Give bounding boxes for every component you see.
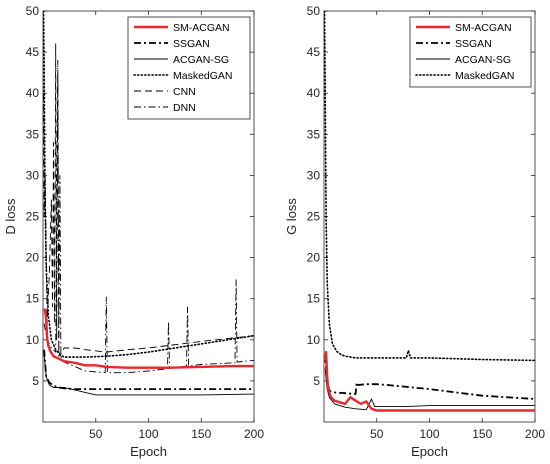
legend-label: SM-ACGAN: [173, 22, 230, 34]
legend-label: DNN: [173, 102, 196, 114]
legend-label: SSGAN: [455, 38, 492, 50]
y-tick-label: 25: [26, 210, 40, 224]
y-tick-label: 5: [32, 374, 39, 388]
y-tick-label: 10: [307, 333, 321, 347]
series-line-cnn: [43, 43, 254, 357]
y-tick-label: 45: [307, 45, 321, 59]
legend-label: SM-ACGAN: [455, 22, 512, 34]
y-tick-label: 30: [307, 168, 321, 182]
legend-label: ACGAN-SG: [173, 54, 229, 66]
y-tick-label: 50: [26, 4, 40, 18]
y-tick-label: 15: [307, 292, 321, 306]
x-tick-label: 200: [244, 427, 264, 441]
series-line-sm-acgan: [43, 308, 254, 369]
legend-label: SSGAN: [173, 38, 210, 50]
y-tick-label: 20: [307, 251, 321, 265]
x-tick-label: 150: [191, 427, 211, 441]
x-tick-label: 50: [370, 427, 384, 441]
y-tick-label: 25: [307, 210, 321, 224]
series-group: [324, 11, 535, 412]
y-tick-label: 20: [26, 251, 40, 265]
series-line-sm-acgan: [324, 350, 535, 412]
y-axis-title: G loss: [284, 198, 299, 235]
x-tick-label: 100: [419, 427, 439, 441]
d-loss-panel: 50 100 150 200 5 10 15 20 25 30 35 40 45 50 Epoch D los…: [3, 4, 264, 459]
g-loss-panel: 50 100 150 200 5 10 15 20 25 30 35 40 45 50 Epoch G los…: [284, 4, 545, 459]
series-line-acgan-sg: [43, 354, 254, 396]
y-tick-label: 10: [26, 333, 40, 347]
legend-label: ACGAN-SG: [455, 54, 511, 66]
legend-label: MaskedGAN: [173, 70, 233, 82]
y-axis-title: D loss: [3, 198, 18, 235]
y-tick-label: 35: [307, 127, 321, 141]
legend-label: MaskedGAN: [455, 70, 515, 82]
x-axis-title: Epoch: [130, 444, 167, 459]
series-line-ssgan: [43, 349, 254, 391]
series-line-maskedgan: [43, 11, 254, 358]
y-tick-label: 40: [26, 86, 40, 100]
y-tick-label: 50: [307, 4, 321, 18]
y-tick-label: 35: [26, 127, 40, 141]
legend-label: CNN: [173, 86, 196, 98]
series-line-ssgan: [324, 356, 535, 400]
series-line-acgan-sg: [324, 368, 535, 411]
series-line-maskedgan: [324, 11, 535, 362]
legend: [127, 16, 251, 120]
x-tick-label: 150: [472, 427, 492, 441]
y-tick-label: 5: [313, 374, 320, 388]
y-tick-label: 30: [26, 168, 40, 182]
y-tick-label: 40: [307, 86, 321, 100]
x-tick-label: 100: [138, 427, 158, 441]
y-tick-label: 15: [26, 292, 40, 306]
series-group: [43, 11, 254, 396]
y-tick-label: 45: [26, 45, 40, 59]
x-axis-title: Epoch: [411, 444, 448, 459]
x-tick-label: 50: [89, 427, 103, 441]
x-tick-label: 200: [525, 427, 545, 441]
